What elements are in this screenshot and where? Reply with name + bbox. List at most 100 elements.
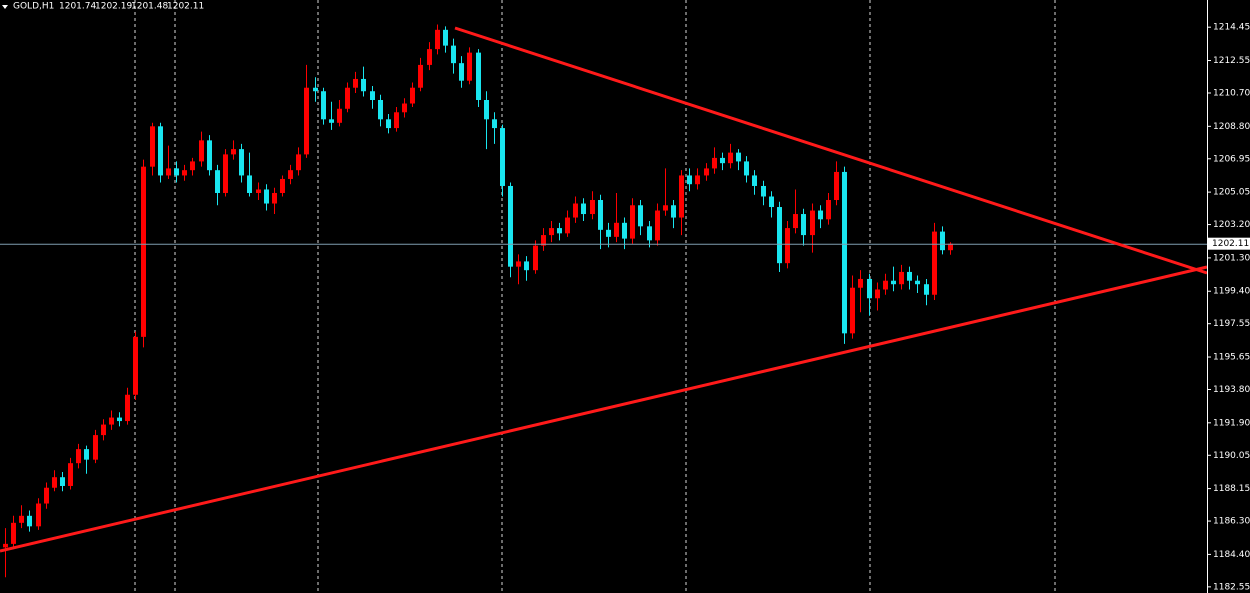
candle-body: [581, 203, 586, 215]
y-tick-label: 1201.30: [1213, 253, 1250, 263]
candle-body: [728, 152, 733, 164]
trend-line: [0, 265, 1208, 553]
candle-body: [288, 170, 293, 179]
candle-body: [720, 157, 725, 164]
candle-body: [370, 91, 375, 101]
y-tick-label: 1210.70: [1213, 88, 1250, 98]
candle-body: [109, 417, 114, 425]
candle-body: [508, 185, 513, 267]
candle-body: [818, 210, 823, 220]
candle-body: [467, 52, 472, 81]
candle-body: [516, 261, 521, 267]
ohlc-close: 1202.11: [167, 2, 204, 12]
y-tick-label: 1208.80: [1213, 122, 1250, 132]
candle-body: [231, 149, 236, 155]
candle-body: [435, 29, 440, 50]
candle-body: [638, 205, 643, 227]
candle-body: [924, 284, 929, 295]
candle-body: [443, 29, 448, 46]
candle-body: [329, 119, 334, 123]
candle-body: [36, 503, 41, 527]
candle-body: [573, 203, 578, 218]
plot: [0, 24, 1207, 578]
candle-body: [427, 49, 432, 65]
y-tick-label: 1214.45: [1213, 23, 1250, 33]
candle-body: [492, 119, 497, 129]
candle-body: [199, 140, 204, 162]
candle-body: [125, 394, 130, 422]
y-tick-label: 1206.95: [1213, 154, 1250, 164]
candle-body: [622, 222, 627, 239]
candle-body: [321, 91, 326, 120]
candle-body: [598, 200, 603, 230]
candle-body: [223, 154, 228, 193]
price-label: 1202.11: [1212, 239, 1249, 249]
candle-body: [174, 168, 179, 176]
y-tick-label: 1184.40: [1213, 550, 1250, 560]
candle-body: [907, 271, 912, 281]
candle-body: [117, 417, 122, 422]
candle-body: [337, 108, 342, 123]
candle-body: [826, 200, 831, 220]
y-tick-label: 1203.20: [1213, 220, 1250, 230]
candle-body: [834, 171, 839, 201]
ohlc-open: 1201.74: [59, 2, 96, 12]
candle-body: [44, 487, 49, 504]
candle-body: [394, 112, 399, 129]
candle-body: [883, 280, 888, 290]
candle-body: [215, 170, 220, 193]
candle-body: [875, 289, 880, 299]
candle-body: [695, 175, 700, 185]
candle-body: [712, 157, 717, 169]
candle-body: [459, 63, 464, 81]
candle-body: [402, 103, 407, 113]
y-tick-label: 1205.05: [1213, 188, 1250, 198]
candle-body: [932, 231, 937, 295]
ohlc-high: 1202.19: [95, 2, 132, 12]
candle-body: [386, 119, 391, 129]
candle-body: [679, 175, 684, 218]
candle-body: [777, 207, 782, 264]
candle-body: [948, 243, 953, 251]
candle-body: [630, 205, 635, 239]
candle-body: [801, 214, 806, 236]
y-tick-label: 1188.15: [1213, 484, 1250, 494]
candle-body: [60, 477, 65, 486]
candle-body: [52, 477, 57, 488]
y-tick-label: 1182.55: [1213, 582, 1250, 592]
candle-body: [647, 226, 652, 241]
candle-body: [606, 229, 611, 237]
candle-body: [141, 166, 146, 337]
trend-line: [454, 26, 1208, 275]
ohlc-low: 1201.48: [131, 2, 168, 12]
y-tick-label: 1190.05: [1213, 451, 1250, 461]
candle-body: [84, 449, 89, 460]
candle-body: [451, 45, 456, 64]
candle-body: [769, 196, 774, 208]
candle-body: [378, 100, 383, 120]
candle-body: [296, 154, 301, 171]
candle-body: [858, 278, 863, 288]
candle-body: [614, 222, 619, 237]
price-label-box: [1208, 237, 1250, 250]
candle-body: [867, 278, 872, 299]
candle-body: [190, 161, 195, 171]
candle-body: [353, 78, 358, 88]
y-tick-label: 1195.65: [1213, 353, 1250, 363]
candle-body: [19, 515, 24, 523]
candle-body: [76, 449, 81, 464]
symbol: GOLD,H1: [13, 2, 54, 12]
candle-body: [182, 170, 187, 176]
y-tick-label: 1191.90: [1213, 418, 1250, 428]
candle-body: [410, 87, 415, 104]
candle-body: [915, 280, 920, 285]
menu-triangle[interactable]: [2, 5, 8, 9]
candle-body: [891, 280, 896, 285]
candle-body: [850, 287, 855, 334]
y-tick-label: 1199.40: [1213, 287, 1250, 297]
candle-body: [557, 228, 562, 234]
candle-body: [761, 185, 766, 197]
candle-body: [264, 189, 269, 204]
